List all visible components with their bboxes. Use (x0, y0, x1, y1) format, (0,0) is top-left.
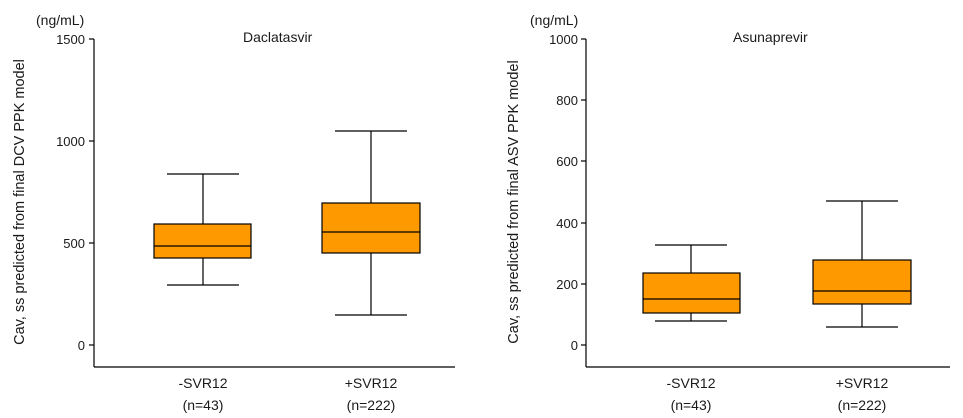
panel-1-ylabel: Cav, ss predicted from final DCV PPK mod… (12, 59, 28, 345)
panel-2-box-pos-svr12 (812, 200, 912, 328)
panel-2-iqr-box-neg (642, 272, 741, 314)
panel-1-cat-n: (n=43) (183, 397, 224, 413)
panel-daclatasvir: (ng/mL) Daclatasvir Cav, ss predicted fr… (12, 12, 455, 413)
panel-2-cat-n: (n=222) (838, 397, 887, 413)
panel-1-tick-label: 0 (78, 338, 85, 353)
panel-1-unit: (ng/mL) (36, 12, 84, 28)
panel-2-cat-label: -SVR12 (666, 375, 715, 391)
panel-1-tick-label: 500 (63, 236, 85, 251)
panel-1-title: Daclatasvir (243, 29, 313, 45)
panel-2-y-ticks: 0 200 400 600 800 1000 (549, 32, 586, 353)
panel-2-tick-label: 1000 (549, 32, 578, 47)
panel-1-box-pos-svr12 (321, 130, 421, 316)
panel-1-x-categories: -SVR12 (n=43) +SVR12 (n=222) (178, 375, 397, 413)
panel-2-tick-label: 200 (556, 277, 578, 292)
panel-1-cat-label: -SVR12 (178, 375, 227, 391)
panel-2-cat-n: (n=43) (671, 397, 712, 413)
panel-2-box-neg-svr12 (642, 244, 741, 322)
panel-1-y-ticks: 0 500 1000 1500 (56, 32, 94, 353)
panel-1-cat-label: +SVR12 (345, 375, 398, 391)
panel-2-tick-label: 800 (556, 93, 578, 108)
panel-1-iqr-box-neg (153, 223, 252, 259)
panel-1-box-neg-svr12 (153, 173, 252, 286)
panel-1-iqr-box-pos (321, 202, 421, 254)
panel-1-tick-label: 1000 (56, 134, 85, 149)
panel-1-cat-n: (n=222) (347, 397, 396, 413)
panel-2-unit: (ng/mL) (530, 12, 578, 28)
panel-2-x-categories: -SVR12 (n=43) +SVR12 (n=222) (666, 375, 888, 413)
panel-2-ylabel: Cav, ss predicted from final ASV PPK mod… (506, 60, 522, 343)
panel-2-cat-label: +SVR12 (836, 375, 889, 391)
panel-2-title: Asunaprevir (733, 29, 808, 45)
panel-2-tick-label: 400 (556, 216, 578, 231)
panel-asunaprevir: (ng/mL) Asunaprevir Cav, ss predicted fr… (506, 12, 950, 413)
panel-2-tick-label: 0 (571, 338, 578, 353)
panel-2-tick-label: 600 (556, 154, 578, 169)
panel-1-tick-label: 1500 (56, 32, 85, 47)
panel-2-iqr-box-pos (812, 259, 912, 305)
